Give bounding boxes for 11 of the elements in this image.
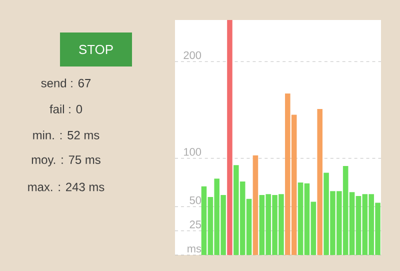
y-tick-label: ms	[188, 246, 202, 252]
text: min. : 52 ms	[33, 130, 100, 140]
text: STOP	[79, 44, 113, 54]
text: send : 67	[41, 78, 91, 88]
y-tick-label: 200	[184, 51, 202, 60]
text: moy. : 75 ms	[32, 156, 100, 166]
y-tick-label: 50	[190, 196, 202, 204]
y-tick-label: 25	[190, 220, 202, 228]
y-tick-label: 100	[184, 148, 202, 156]
text: max. : 243 ms	[28, 182, 104, 192]
text: fail : 0	[50, 104, 82, 114]
